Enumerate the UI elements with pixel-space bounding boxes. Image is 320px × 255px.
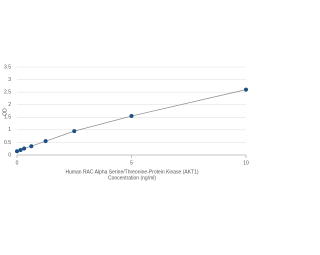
y-tick-label: 1	[8, 127, 11, 133]
y-axis-label: OD	[2, 108, 8, 116]
x-axis-label: Concentration (ng/ml)	[108, 175, 156, 181]
chart: OD Human RAC Alpha Serine/Threonine-Prot…	[2, 64, 249, 181]
data-point	[15, 149, 19, 154]
y-tick-label: 0	[8, 152, 11, 158]
y-tick-label: 3.5	[4, 64, 11, 70]
data-point	[22, 146, 27, 151]
data-point	[244, 87, 248, 92]
data-point	[43, 139, 48, 144]
x-tick-label: 10	[243, 160, 249, 166]
data-point	[29, 144, 34, 149]
x-tick-label: 0	[16, 160, 19, 166]
y-tick-label: 1.5	[4, 115, 11, 121]
y-tick-label: 3	[8, 77, 11, 83]
x-tick-label: 5	[130, 160, 133, 166]
data-point	[129, 114, 134, 119]
x-axis-label: Human RAC Alpha Serine/Threonine-Protein…	[65, 169, 198, 175]
data-point	[18, 147, 23, 152]
y-tick-label: 2.5	[4, 89, 11, 95]
fit-line	[16, 89, 247, 152]
y-tick-label: 0.5	[4, 140, 11, 146]
y-tick-label: 2	[8, 102, 11, 108]
data-point	[72, 129, 77, 134]
